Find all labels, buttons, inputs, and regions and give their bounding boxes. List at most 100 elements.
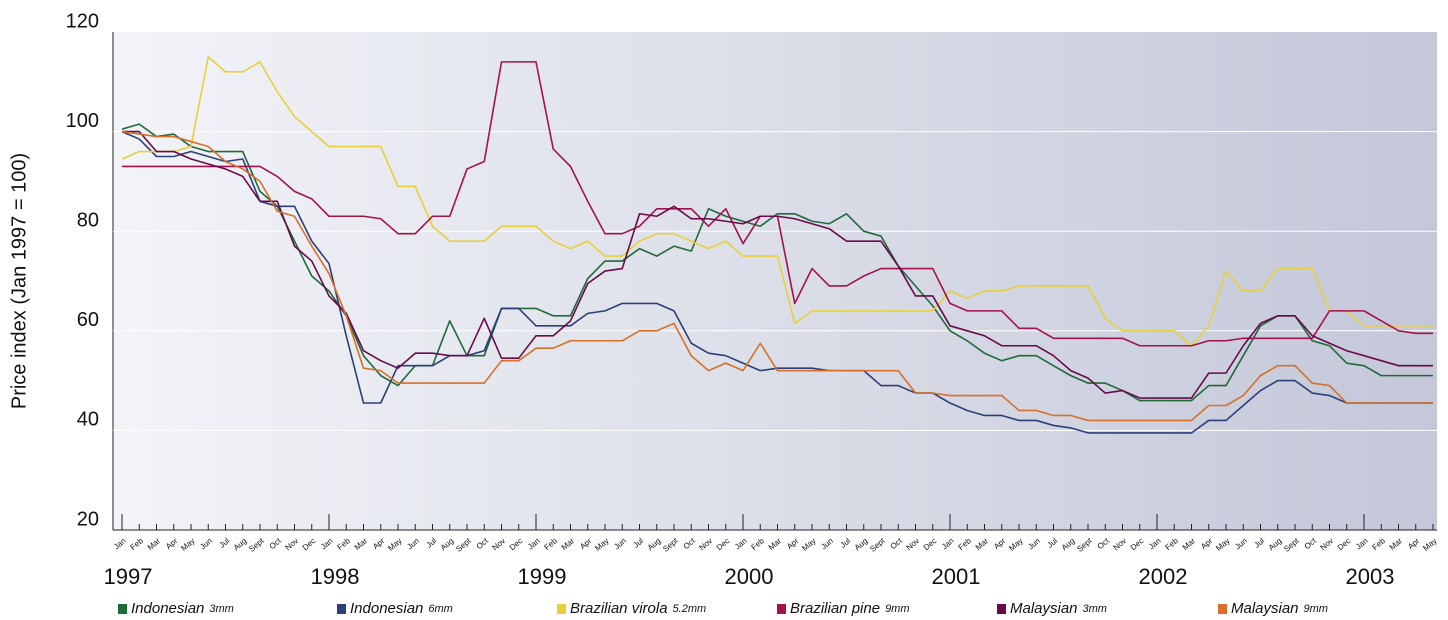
legend-label: Indonesian 6mm: [350, 600, 453, 617]
legend-label: Malaysian 9mm: [1231, 600, 1328, 617]
x-tick-label: Sept: [454, 536, 473, 554]
legend-size: 6mm: [428, 603, 452, 615]
x-tick-label: Jul: [632, 536, 646, 550]
legend-size: 3mm: [209, 603, 233, 615]
legend-swatch: [557, 604, 566, 614]
legend-swatch: [777, 604, 786, 614]
y-tick-label: 120: [66, 10, 99, 32]
y-tick-label: 20: [77, 508, 99, 530]
legend-swatch: [1218, 604, 1227, 614]
series-line: [121, 130, 1433, 434]
year-label: 1999: [518, 564, 567, 589]
x-tick-label: Mar: [1388, 536, 1405, 552]
y-tick-label: 100: [66, 110, 99, 132]
x-tick-label: Apr: [785, 536, 801, 551]
x-tick-label: Jan: [112, 536, 128, 551]
x-tick-label: Mar: [560, 536, 577, 552]
x-tick-label: Jan: [1354, 536, 1370, 551]
year-label: 1997: [104, 564, 153, 589]
x-tick-label: Oct: [1303, 536, 1319, 551]
legend-name: Indonesian: [350, 600, 423, 617]
x-tick-label: May: [800, 536, 817, 553]
x-tick-label: May: [179, 536, 196, 553]
x-tick-label: Oct: [682, 536, 698, 551]
x-tick-label: Mar: [353, 536, 370, 552]
legend-swatch: [337, 604, 346, 614]
x-tick-label: Aug: [1060, 536, 1077, 552]
legend-name: Malaysian: [1231, 600, 1299, 617]
x-tick-label: Feb: [336, 536, 353, 552]
x-tick-label: Dec: [1129, 536, 1146, 552]
x-tick-label: Jun: [1233, 536, 1249, 551]
x-tick-label: Jan: [940, 536, 956, 551]
x-tick-label: Sept: [1282, 536, 1301, 554]
legend-label: Malaysian 3mm: [1010, 600, 1107, 617]
x-tick-label: Jan: [733, 536, 749, 551]
x-tick-label: Jun: [198, 536, 214, 551]
x-tick-label: Apr: [578, 536, 594, 551]
x-tick-label: Sept: [247, 536, 266, 554]
x-tick-label: Apr: [1406, 536, 1422, 551]
x-tick-label: Jul: [1253, 536, 1267, 550]
legend-name: Brazilian pine: [790, 600, 880, 617]
x-tick-label: Nov: [904, 536, 921, 552]
x-tick-label: Nov: [1318, 536, 1335, 552]
x-tick-label: Aug: [232, 536, 249, 552]
x-tick-label: Dec: [1336, 536, 1353, 552]
x-tick-label: Mar: [767, 536, 784, 552]
legend-label: Indonesian 3mm: [131, 600, 234, 617]
x-tick-label: Aug: [1267, 536, 1284, 552]
x-tick-label: Apr: [992, 536, 1008, 551]
x-tick-label: Dec: [715, 536, 732, 552]
legend-name: Malaysian: [1010, 600, 1078, 617]
x-tick-label: May: [1007, 536, 1024, 553]
legend-swatch: [118, 604, 127, 614]
x-tick-label: Dec: [508, 536, 525, 552]
legend-label: Brazilian virola 5.2mm: [570, 600, 706, 617]
year-label: 2002: [1139, 564, 1188, 589]
year-label: 2001: [932, 564, 981, 589]
legend-size: 9mm: [885, 603, 909, 615]
x-tick-label: Feb: [1371, 536, 1388, 552]
x-tick-label: Oct: [475, 536, 491, 551]
year-label: 2003: [1346, 564, 1395, 589]
y-axis-title: Price index (Jan 1997 = 100): [8, 153, 30, 409]
x-tick-label: Feb: [750, 536, 767, 552]
x-tick-label: Jun: [405, 536, 421, 551]
x-tick-label: Oct: [889, 536, 905, 551]
legend-swatch: [997, 604, 1006, 614]
x-tick-label: Jul: [1046, 536, 1060, 550]
x-tick-label: Apr: [164, 536, 180, 551]
x-tick-label: Jul: [839, 536, 853, 550]
plot-background: [113, 32, 1437, 530]
x-tick-label: Aug: [853, 536, 870, 552]
x-tick-label: Jul: [425, 536, 439, 550]
legend-size: 5.2mm: [673, 603, 707, 615]
x-tick-label: Sept: [1075, 536, 1094, 554]
x-tick-label: Jun: [1026, 536, 1042, 551]
x-tick-label: Sept: [868, 536, 887, 554]
x-tick-label: Jun: [819, 536, 835, 551]
legend-name: Indonesian: [131, 600, 204, 617]
series-line: [121, 56, 1433, 347]
x-tick-label: Mar: [146, 536, 163, 552]
x-tick-label: Dec: [922, 536, 939, 552]
x-tick-label: Sept: [661, 536, 680, 554]
x-tick-label: Aug: [439, 536, 456, 552]
x-tick-label: Mar: [974, 536, 991, 552]
x-tick-label: May: [593, 536, 610, 553]
x-tick-label: Feb: [129, 536, 146, 552]
x-tick-label: Nov: [697, 536, 714, 552]
x-tick-label: Jan: [526, 536, 542, 551]
y-tick-label: 40: [77, 409, 99, 431]
x-tick-label: Oct: [268, 536, 284, 551]
x-tick-label: Mar: [1181, 536, 1198, 552]
series-line: [121, 130, 1433, 422]
x-tick-label: Jul: [218, 536, 232, 550]
x-tick-label: Dec: [301, 536, 318, 552]
x-tick-label: Jan: [1147, 536, 1163, 551]
series-line: [122, 130, 1433, 399]
year-label: 1998: [311, 564, 360, 589]
legend-size: 9mm: [1304, 603, 1328, 615]
